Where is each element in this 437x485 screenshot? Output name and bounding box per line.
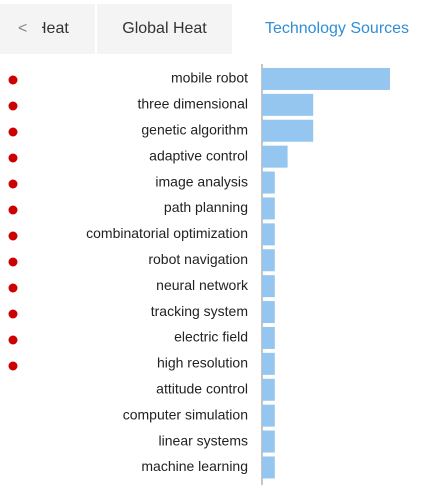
bar xyxy=(262,456,275,479)
bar xyxy=(262,93,314,116)
category-label: path planning xyxy=(164,199,248,215)
tab-active[interactable]: Technology Sources xyxy=(237,4,437,54)
dot xyxy=(8,231,18,241)
bar xyxy=(262,326,275,349)
bar xyxy=(262,223,275,246)
bar xyxy=(262,197,275,220)
tab-label: Heat xyxy=(42,20,69,37)
dot xyxy=(8,283,18,293)
dot xyxy=(8,179,18,189)
bar xyxy=(262,352,275,375)
category-label: linear systems xyxy=(159,432,248,448)
bar xyxy=(262,430,275,453)
dot xyxy=(8,101,18,111)
tab-clip: Heat xyxy=(42,4,92,54)
category-label: electric field xyxy=(174,329,248,345)
dot xyxy=(8,75,18,85)
bar xyxy=(262,301,275,324)
bar xyxy=(262,145,288,168)
tab[interactable]: < Heat xyxy=(0,4,95,54)
category-label: mobile robot xyxy=(171,70,248,86)
status-dots xyxy=(8,75,18,371)
back-arrow[interactable]: < xyxy=(18,20,28,37)
category-label: attitude control xyxy=(156,380,248,396)
tab-label: Global Heat xyxy=(122,20,207,37)
bar xyxy=(262,119,314,142)
category-label: three dimensional xyxy=(137,96,248,112)
category-label: computer simulation xyxy=(123,406,248,422)
category-label: machine learning xyxy=(141,458,248,474)
category-label: adaptive control xyxy=(149,147,248,163)
bar xyxy=(262,171,275,194)
bar xyxy=(262,378,275,401)
dot xyxy=(8,309,18,319)
category-label: neural network xyxy=(156,277,249,293)
bar xyxy=(262,404,275,427)
dot xyxy=(8,205,18,215)
dot xyxy=(8,335,18,345)
bar xyxy=(262,249,275,272)
dot xyxy=(8,153,18,163)
bar xyxy=(262,67,390,90)
category-label: tracking system xyxy=(151,303,248,319)
dot xyxy=(8,257,18,267)
category-label: high resolution xyxy=(157,355,248,371)
category-label: genetic algorithm xyxy=(141,121,248,137)
category-label: image analysis xyxy=(155,173,248,189)
dot xyxy=(8,361,18,371)
category-label: combinatorial optimization xyxy=(86,225,248,241)
tab-label: Technology Sources xyxy=(264,20,410,37)
bar xyxy=(262,275,275,298)
category-label: robot navigation xyxy=(148,251,248,267)
tab[interactable]: Global Heat xyxy=(97,4,232,54)
dot xyxy=(8,127,18,137)
